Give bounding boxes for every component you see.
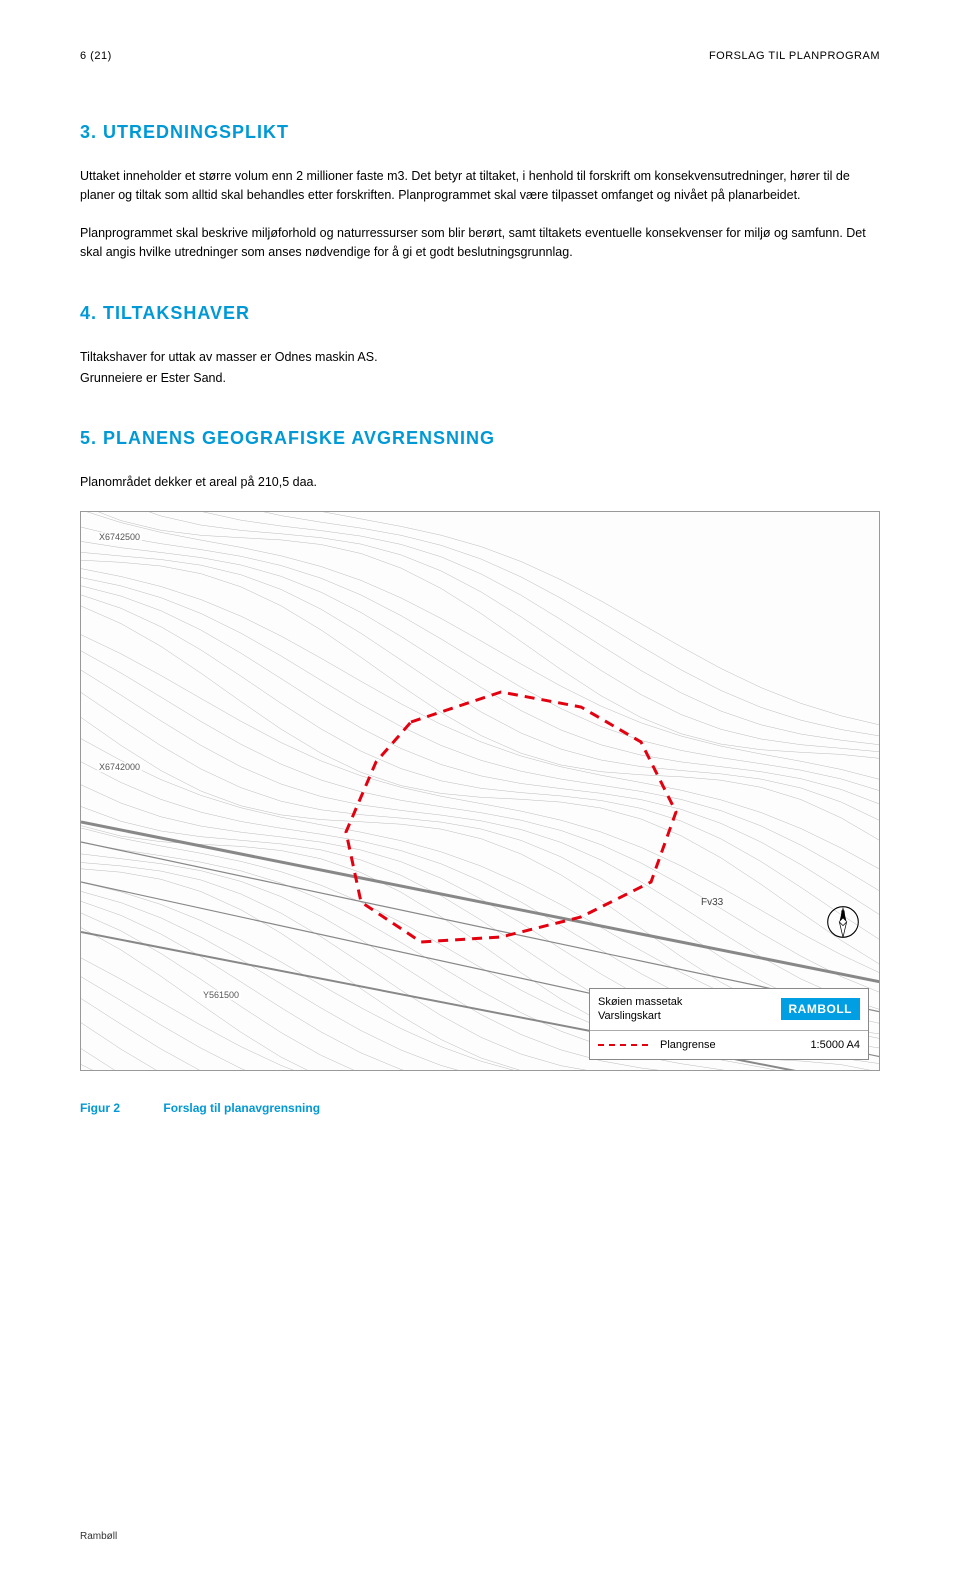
plangrense-line-sample xyxy=(598,1044,648,1046)
ramboll-logo: RAMBOLL xyxy=(781,998,861,1020)
figure-text: Forslag til planavgrensning xyxy=(163,1101,320,1115)
grid-label-bot: Y561500 xyxy=(201,990,241,1000)
grid-label-mid: X6742000 xyxy=(97,762,142,772)
page-footer: Rambøll xyxy=(80,1531,117,1542)
section-3-heading: 3. UTREDNINGSPLIKT xyxy=(80,122,880,143)
page-number: 6 (21) xyxy=(80,50,112,62)
section-5-heading: 5. PLANENS GEOGRAFISKE AVGRENSNING xyxy=(80,428,880,449)
map-figure: X6742500 X6742000 Y561500 Fv33 N Skøien … xyxy=(80,511,880,1071)
legend-body: Plangrense 1:5000 A4 xyxy=(590,1031,868,1059)
doc-title: FORSLAG TIL PLANPROGRAM xyxy=(709,50,880,62)
map-legend: Skøien massetak Varslingskart RAMBOLL Pl… xyxy=(589,988,869,1060)
section-4-p2: Grunneiere er Ester Sand. xyxy=(80,369,880,388)
grid-label-top: X6742500 xyxy=(97,532,142,542)
legend-title-line2: Varslingskart xyxy=(598,1009,682,1023)
legend-header: Skøien massetak Varslingskart RAMBOLL xyxy=(590,989,868,1031)
road-label: Fv33 xyxy=(701,897,723,908)
section-4-p1: Tiltakshaver for uttak av masser er Odne… xyxy=(80,348,880,367)
figure-number: Figur 2 xyxy=(80,1101,120,1115)
legend-item: Plangrense xyxy=(598,1039,716,1051)
svg-text:N: N xyxy=(841,909,846,916)
legend-title: Skøien massetak Varslingskart xyxy=(598,995,682,1024)
section-3-p2: Planprogrammet skal beskrive miljøforhol… xyxy=(80,224,880,263)
figure-caption: Figur 2 Forslag til planavgrensning xyxy=(80,1101,880,1115)
legend-title-line1: Skøien massetak xyxy=(598,995,682,1009)
page-header: 6 (21) FORSLAG TIL PLANPROGRAM xyxy=(80,50,880,62)
section-5-p1: Planområdet dekker et areal på 210,5 daa… xyxy=(80,473,880,492)
topographic-map-svg xyxy=(81,512,880,1071)
section-3-p1: Uttaket inneholder et større volum enn 2… xyxy=(80,167,880,206)
compass-icon: N xyxy=(825,904,861,940)
legend-item-label: Plangrense xyxy=(660,1039,716,1051)
legend-scale: 1:5000 A4 xyxy=(810,1039,860,1051)
section-4-heading: 4. TILTAKSHAVER xyxy=(80,303,880,324)
